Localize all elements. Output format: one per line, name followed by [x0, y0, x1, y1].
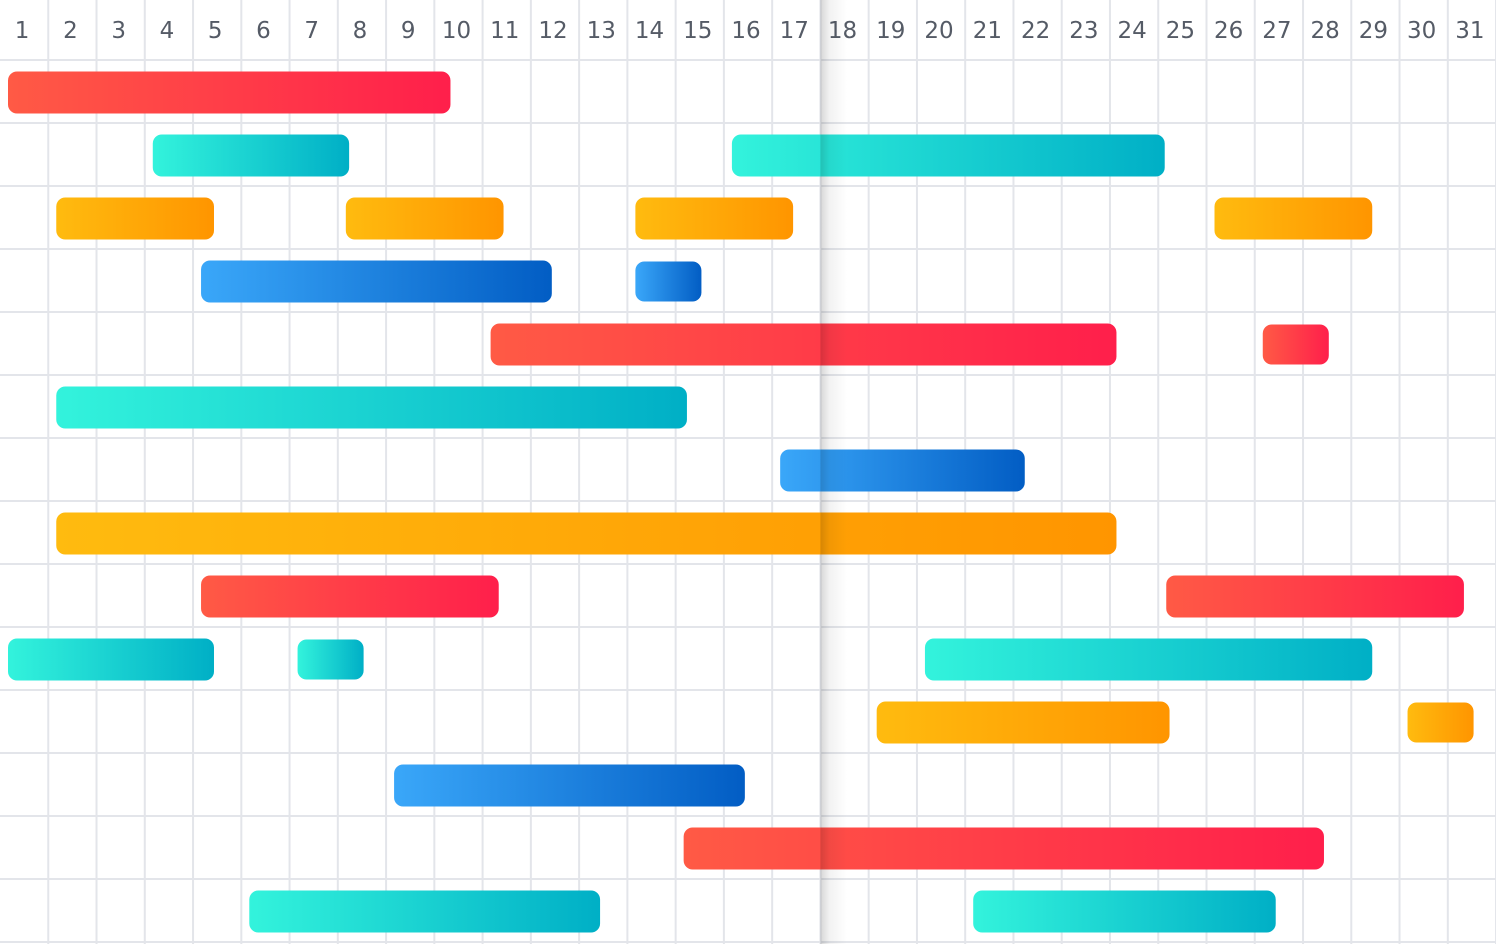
day-label: 16 [731, 18, 760, 44]
highlight-shadow [820, 0, 847, 944]
task-bar[interactable] [876, 701, 1170, 744]
task-bar[interactable] [8, 638, 214, 681]
task-bar[interactable] [8, 71, 451, 114]
day-label: 6 [256, 18, 271, 44]
task-bar[interactable] [683, 827, 1324, 870]
task-bar[interactable] [1166, 575, 1464, 618]
day-label: 22 [1021, 18, 1050, 44]
day-label: 15 [683, 18, 712, 44]
task-bar[interactable] [490, 323, 1117, 366]
day-label: 13 [587, 18, 616, 44]
task-bar[interactable] [56, 386, 687, 429]
task-bar[interactable] [249, 890, 601, 933]
task-bar[interactable] [297, 639, 364, 680]
day-label: 24 [1117, 18, 1146, 44]
task-bar[interactable] [201, 260, 552, 303]
day-label: 21 [973, 18, 1002, 44]
task-bar[interactable] [1407, 702, 1474, 743]
task-bar[interactable] [201, 575, 499, 618]
task-bars [8, 71, 1474, 933]
day-label: 1 [15, 18, 30, 44]
day-label: 25 [1166, 18, 1195, 44]
day-label: 10 [442, 18, 471, 44]
day-label: 17 [780, 18, 809, 44]
day-label: 11 [490, 18, 519, 44]
task-bar[interactable] [345, 197, 504, 240]
day-label: 28 [1311, 18, 1340, 44]
day-label: 12 [538, 18, 567, 44]
today-highlight [820, 0, 847, 944]
day-label: 14 [635, 18, 664, 44]
day-label: 19 [876, 18, 905, 44]
day-label: 29 [1359, 18, 1388, 44]
task-bar[interactable] [56, 197, 214, 240]
day-label: 23 [1069, 18, 1098, 44]
day-label: 8 [353, 18, 368, 44]
task-bar[interactable] [1214, 197, 1373, 240]
task-bar[interactable] [731, 134, 1165, 177]
day-label: 5 [208, 18, 223, 44]
task-bar[interactable] [394, 764, 745, 807]
day-label: 2 [63, 18, 78, 44]
task-bar[interactable] [56, 512, 1117, 555]
day-label: 27 [1262, 18, 1291, 44]
task-bar[interactable] [1262, 324, 1329, 365]
day-label: 20 [924, 18, 953, 44]
day-label: 7 [304, 18, 319, 44]
task-bar[interactable] [780, 449, 1025, 492]
day-label: 30 [1407, 18, 1436, 44]
task-bar[interactable] [635, 261, 702, 302]
day-label: 26 [1214, 18, 1243, 44]
task-bar[interactable] [635, 197, 794, 240]
task-bar[interactable] [152, 134, 350, 177]
task-bar[interactable] [973, 890, 1276, 933]
day-label: 31 [1455, 18, 1484, 44]
day-label: 3 [111, 18, 126, 44]
day-axis: 1234567891011121314151617181920212223242… [15, 18, 1485, 44]
day-label: 9 [401, 18, 416, 44]
day-label: 4 [160, 18, 175, 44]
task-bar[interactable] [924, 638, 1373, 681]
